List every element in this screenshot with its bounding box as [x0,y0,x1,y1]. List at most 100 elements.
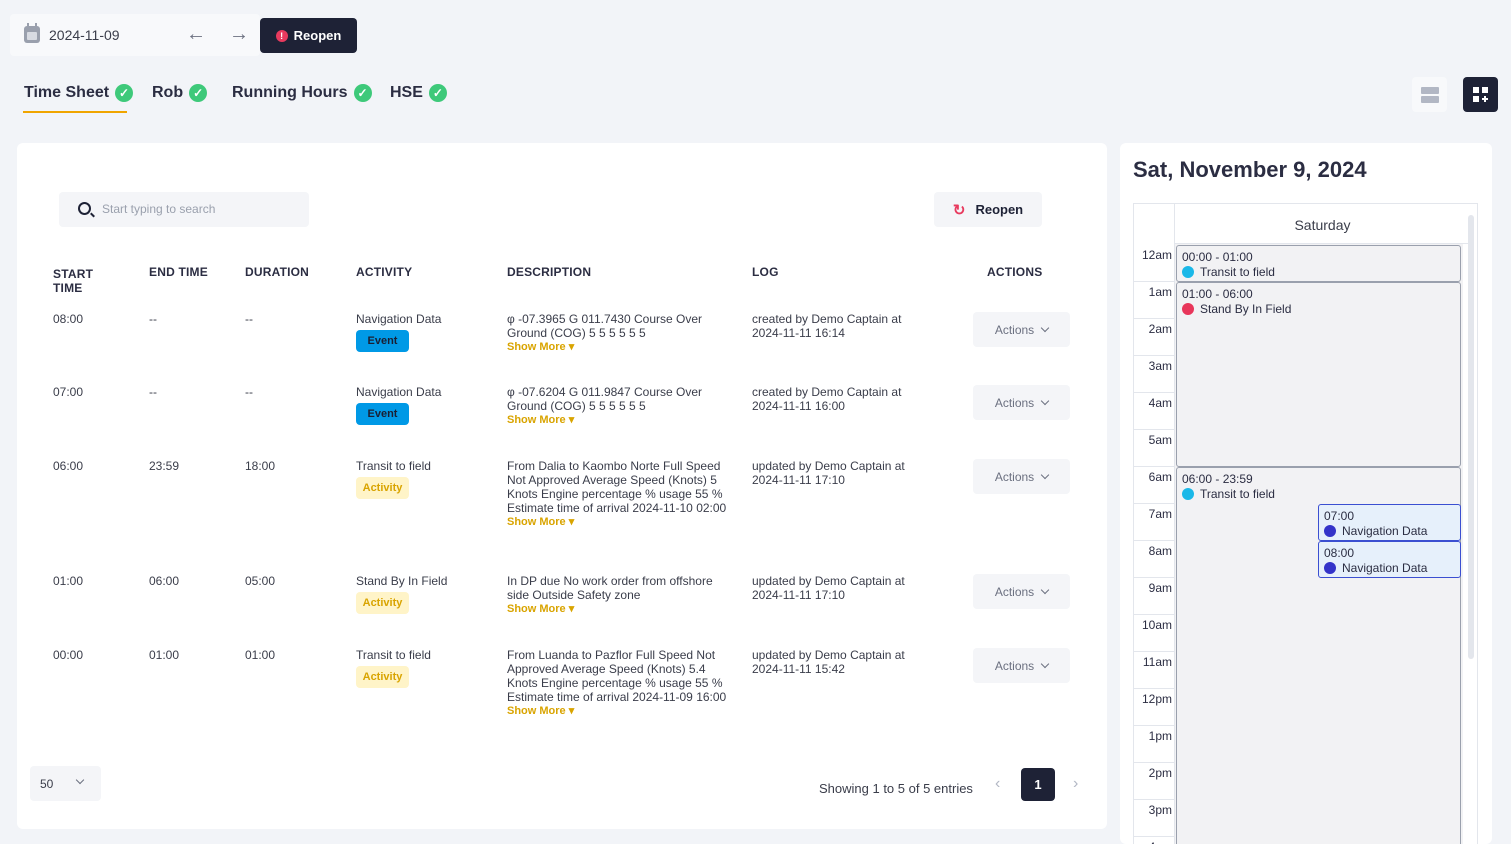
show-more-link[interactable]: Show More ▾ [507,341,575,353]
tab-rob[interactable]: Rob ✓ [152,84,208,102]
actions-dropdown[interactable]: Actions [973,648,1070,683]
hour-label: 6am [1148,470,1172,484]
hour-label: 7am [1148,507,1172,521]
type-badge: Activity [356,477,409,499]
per-page-select[interactable]: 50 [30,766,101,801]
hour-divider [1134,318,1174,319]
tab-time-sheet[interactable]: Time Sheet ✓ [24,84,134,102]
caret-down-icon: ▾ [568,516,575,528]
end-time: 23:59 [149,459,180,473]
event-label: Navigation Data [1342,561,1428,575]
calendar-icon [24,23,40,43]
hour-divider [1134,688,1174,689]
tab-label: Rob [152,84,184,101]
calendar-scrollbar[interactable] [1468,215,1474,659]
duration: -- [245,385,253,399]
gutter-divider [1174,204,1175,844]
duration: 05:00 [245,574,276,588]
event-time: 00:00 - 01:00 [1182,250,1253,264]
log-text: updated by Demo Captain at 2024-11-11 17… [752,574,905,602]
active-tab-indicator [23,111,127,113]
hour-divider [1134,355,1174,356]
tab-running-hours[interactable]: Running Hours ✓ [232,84,372,102]
header-duration: DURATION [245,265,310,279]
log-text: created by Demo Captain at 2024-11-11 16… [752,312,902,340]
hour-divider [1134,392,1174,393]
actions-label: Actions [994,469,1035,484]
event-time: 01:00 - 06:00 [1182,287,1253,301]
hour-label: 10am [1141,618,1172,632]
actions-dropdown[interactable]: Actions [973,574,1070,609]
type-badge: Activity [356,592,409,614]
search-icon [78,202,91,215]
show-more-link[interactable]: Show More ▾ [507,414,575,426]
page-1-button[interactable]: 1 [1021,768,1055,801]
next-page-icon[interactable]: › [1073,775,1079,792]
prev-day-arrow-icon[interactable]: ← [186,23,206,45]
hour-label: 8am [1148,544,1172,558]
tab-hse[interactable]: HSE ✓ [390,84,447,102]
next-day-arrow-icon[interactable]: → [229,23,249,45]
show-more-link[interactable]: Show More ▾ [507,516,575,528]
header-actions: ACTIONS [987,265,1043,279]
start-time: 08:00 [53,312,84,326]
end-time: -- [149,312,157,326]
hour-divider [1134,503,1174,504]
log-text: updated by Demo Captain at 2024-11-11 17… [752,459,905,487]
hour-label: 3pm [1148,803,1172,817]
caret-down-icon: ▾ [568,705,575,717]
chevron-down-icon [1040,585,1050,595]
type-badge: Activity [356,666,409,688]
prev-page-icon[interactable]: ‹ [995,775,1001,792]
search-input[interactable] [102,200,302,218]
hour-label: 4am [1148,396,1172,410]
activity-cell: Transit to field Activity [356,459,431,499]
actions-dropdown[interactable]: Actions [973,459,1070,494]
chevron-down-icon [1040,470,1050,480]
calendar-event[interactable]: 00:00 - 01:00 Transit to field [1176,245,1461,282]
event-dot [1182,488,1194,500]
event-label: Stand By In Field [1200,302,1292,316]
reopen-button[interactable]: ↻ Reopen [934,192,1042,227]
hour-divider [1134,651,1174,652]
event-label: Transit to field [1200,265,1275,279]
actions-dropdown[interactable]: Actions [973,385,1070,420]
event-dot [1324,525,1336,537]
caret-down-icon: ▾ [568,603,575,615]
calendar-view-button[interactable] [1463,77,1498,112]
reopen-label: Reopen [975,202,1024,217]
calendar-grid: Saturday 12am 1am 2am 3am 4am 5am 6am 7a… [1133,203,1478,844]
end-time: 01:00 [149,648,180,662]
calendar-event[interactable]: 08:00 Navigation Data [1318,541,1461,578]
hour-label: 4pm [1134,840,1172,844]
day-calendar: Sat, November 9, 2024 Saturday 12am 1am … [1120,143,1492,844]
header-start-time: START TIME [53,267,94,295]
event-label: Navigation Data [1342,524,1428,538]
calendar-event[interactable]: 07:00 Navigation Data [1318,504,1461,541]
hour-label: 5am [1148,433,1172,447]
reopen-top-label: Reopen [293,28,342,43]
date-picker[interactable]: 2024-11-09 ← → [10,14,260,56]
actions-label: Actions [994,322,1035,337]
hour-divider [1134,281,1174,282]
show-more-link[interactable]: Show More ▾ [507,603,575,615]
header-activity: ACTIVITY [356,265,413,279]
check-icon: ✓ [353,84,372,102]
chevron-down-icon [1040,323,1050,333]
list-view-button[interactable] [1412,77,1447,112]
per-page-value: 50 [40,777,54,791]
calendar-event[interactable]: 01:00 - 06:00 Stand By In Field [1176,282,1461,467]
list-view-icon [1420,85,1439,105]
actions-dropdown[interactable]: Actions [973,312,1070,347]
activity-name: Transit to field [356,459,431,473]
check-icon: ✓ [428,84,447,102]
description-text: From Dalia to Kaombo Norte Full Speed No… [507,459,727,515]
show-more-link[interactable]: Show More ▾ [507,705,575,717]
header-log: LOG [752,265,779,279]
chevron-down-icon [75,775,85,785]
chevron-down-icon [1040,396,1050,406]
reopen-top-button[interactable]: ! Reopen [260,18,357,53]
duration: -- [245,312,253,326]
hour-label: 11am [1142,655,1172,669]
activity-name: Transit to field [356,648,431,662]
